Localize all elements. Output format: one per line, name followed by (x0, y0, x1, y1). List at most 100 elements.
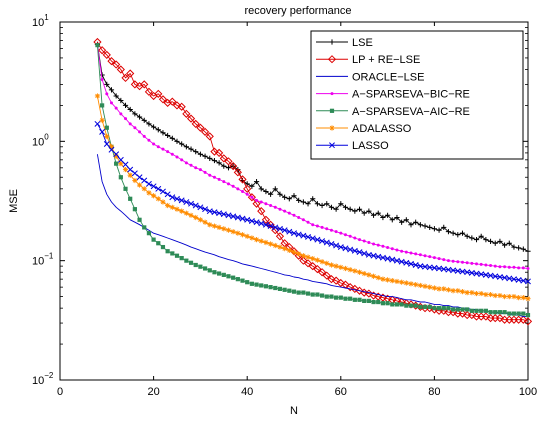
data-point (484, 263, 488, 267)
data-point (342, 265, 349, 272)
data-point (278, 207, 282, 211)
data-point (174, 138, 180, 144)
data-point (506, 275, 513, 282)
data-point (385, 277, 391, 283)
data-point (273, 285, 278, 291)
data-point (380, 214, 386, 221)
legend-label: ORACLE−LSE (352, 71, 424, 83)
data-point (258, 220, 265, 227)
data-point (497, 310, 503, 315)
data-point (376, 299, 381, 305)
data-point (235, 277, 240, 282)
data-point (225, 165, 232, 171)
data-point (413, 303, 418, 308)
legend-entry: LP + RE−LSE (316, 54, 420, 66)
data-point (413, 219, 419, 225)
data-point (445, 287, 452, 293)
data-point (338, 264, 344, 270)
data-point (470, 261, 474, 265)
data-point (100, 77, 104, 81)
y-tick-label-exponent: −1 (44, 252, 54, 261)
data-point (150, 183, 157, 190)
data-point (287, 211, 291, 215)
data-point (239, 215, 246, 222)
data-point (184, 258, 189, 263)
data-point (330, 92, 334, 96)
y-tick-label-base: 10 (32, 17, 44, 29)
data-point (478, 271, 485, 278)
data-point (333, 206, 339, 212)
data-point (319, 238, 326, 245)
data-point (234, 214, 241, 221)
data-point (224, 157, 233, 166)
legend-entry: A−SPARSEVA−AIC−RE (316, 106, 470, 118)
data-point (252, 199, 261, 208)
data-point (325, 227, 329, 231)
data-point (464, 233, 470, 239)
data-point (268, 285, 273, 290)
data-point (399, 219, 405, 225)
data-point (164, 191, 171, 198)
data-point (324, 201, 330, 207)
data-point (282, 194, 288, 200)
data-point (465, 307, 470, 312)
x-tick-label: 100 (519, 386, 537, 398)
data-point (350, 284, 359, 294)
data-point (498, 265, 502, 269)
data-point (299, 256, 308, 265)
data-point (197, 217, 203, 223)
data-point (352, 208, 358, 214)
data-point (516, 311, 521, 316)
data-point (283, 209, 287, 213)
data-point (220, 211, 227, 218)
data-point (431, 264, 438, 271)
data-point (272, 186, 278, 192)
data-point (516, 245, 522, 251)
data-point (174, 206, 180, 212)
data-point (427, 224, 433, 231)
data-point (526, 266, 530, 270)
data-point (329, 142, 335, 149)
data-point (207, 268, 212, 273)
data-point (104, 133, 110, 139)
data-point (385, 301, 390, 306)
data-point (136, 182, 143, 188)
data-point (385, 212, 391, 218)
data-point (317, 268, 327, 277)
data-point (188, 260, 194, 265)
data-point (206, 208, 213, 215)
data-point (408, 260, 414, 267)
data-point (469, 290, 475, 296)
data-point (390, 302, 395, 307)
legend-label: A−SPARSEVA−BIC−RE (352, 89, 470, 101)
data-point (506, 293, 512, 300)
data-point (399, 302, 404, 307)
data-point (305, 201, 311, 207)
data-point (487, 272, 494, 279)
data-point (244, 233, 250, 239)
data-point (98, 46, 107, 55)
data-point (169, 194, 176, 201)
data-point (94, 120, 101, 127)
data-point (339, 231, 343, 235)
data-point (333, 263, 339, 269)
data-point (160, 130, 166, 136)
legend-label: A−SPARSEVA−AIC−RE (352, 106, 470, 118)
data-point (403, 280, 409, 286)
data-point (216, 210, 223, 217)
data-point (193, 262, 198, 268)
data-point (146, 190, 152, 196)
data-point (379, 254, 386, 261)
data-point (376, 243, 380, 247)
data-point (217, 271, 222, 276)
data-point (114, 106, 118, 110)
data-point (121, 73, 130, 83)
data-point (305, 234, 311, 240)
data-point (231, 184, 235, 188)
series-line (96, 154, 528, 318)
data-point (158, 95, 168, 104)
data-point (408, 281, 414, 287)
data-point (94, 93, 101, 99)
data-point (469, 308, 474, 313)
data-point (334, 295, 339, 300)
